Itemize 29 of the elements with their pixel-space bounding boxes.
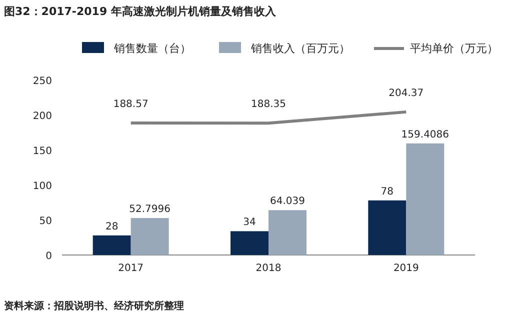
data-label: 188.35 bbox=[251, 99, 286, 110]
y-tick-label: 50 bbox=[39, 216, 52, 227]
data-label: 204.37 bbox=[388, 88, 424, 99]
bar bbox=[230, 231, 268, 255]
x-tick-label: 2017 bbox=[118, 263, 144, 274]
legend-label: 销售收入（百万元） bbox=[250, 42, 350, 55]
data-label: 78 bbox=[380, 186, 394, 198]
legend-label: 平均单价（万元） bbox=[410, 42, 498, 55]
data-label: 34 bbox=[243, 217, 256, 228]
y-tick-label: 100 bbox=[32, 181, 52, 192]
data-label: 52.7996 bbox=[129, 204, 171, 216]
data-label: 64.039 bbox=[270, 196, 305, 208]
data-label: 159.4086 bbox=[401, 129, 450, 140]
bar bbox=[406, 143, 444, 255]
legend-label: 销售数量（台） bbox=[113, 42, 191, 55]
data-label: 28 bbox=[105, 221, 118, 232]
data-label: 188.57 bbox=[113, 99, 148, 110]
bar bbox=[268, 210, 306, 255]
y-tick-label: 0 bbox=[46, 251, 52, 262]
x-tick-label: 2018 bbox=[256, 263, 282, 274]
y-tick-label: 200 bbox=[32, 111, 52, 122]
bar bbox=[92, 235, 131, 255]
chart-title: 图32：2017-2019 年高速激光制片机销量及销售收入 bbox=[4, 5, 277, 18]
bar bbox=[368, 200, 406, 255]
x-tick-label: 2019 bbox=[393, 263, 419, 274]
y-tick-label: 250 bbox=[32, 76, 52, 87]
bar bbox=[130, 218, 169, 255]
y-tick-label: 150 bbox=[32, 146, 52, 157]
text: 资料来源：招股说明书、经济研究所整理 bbox=[4, 300, 184, 312]
